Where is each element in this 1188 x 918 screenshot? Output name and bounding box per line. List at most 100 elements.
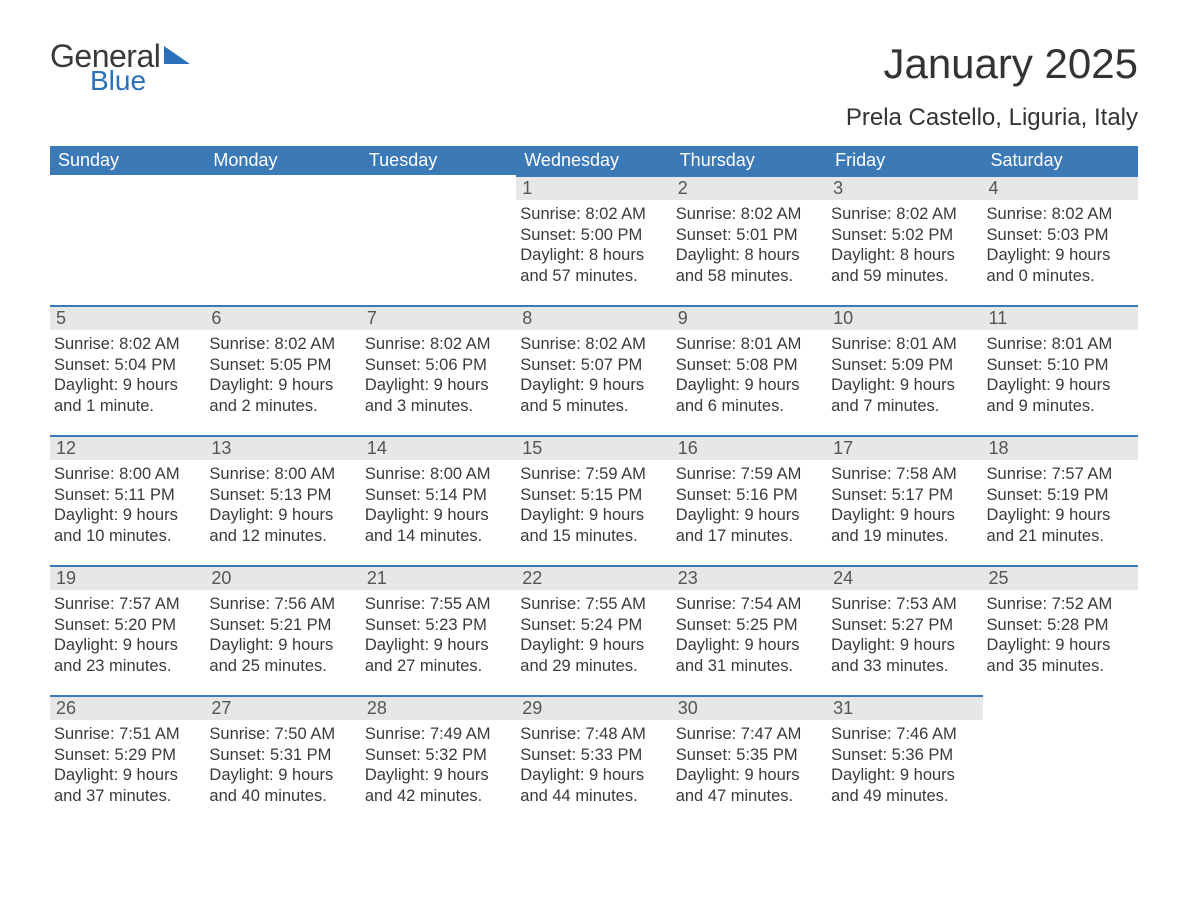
calendar-cell: 3Sunrise: 8:02 AMSunset: 5:02 PMDaylight… (827, 175, 982, 305)
day-body: Sunrise: 7:50 AMSunset: 5:31 PMDaylight:… (205, 720, 360, 807)
calendar-cell: 15Sunrise: 7:59 AMSunset: 5:15 PMDayligh… (516, 435, 671, 565)
day-cell: 12Sunrise: 8:00 AMSunset: 5:11 PMDayligh… (50, 435, 205, 549)
calendar-cell: 14Sunrise: 8:00 AMSunset: 5:14 PMDayligh… (361, 435, 516, 565)
day-body: Sunrise: 8:00 AMSunset: 5:14 PMDaylight:… (361, 460, 516, 547)
day-number: 31 (827, 695, 982, 720)
sunset-line: Sunset: 5:20 PM (54, 615, 201, 636)
day-number: 1 (516, 175, 671, 200)
sunset-line: Sunset: 5:24 PM (520, 615, 667, 636)
daylight-line: Daylight: 9 hours and 6 minutes. (676, 375, 823, 416)
weekday-header: Monday (205, 146, 360, 175)
day-cell: 11Sunrise: 8:01 AMSunset: 5:10 PMDayligh… (983, 305, 1138, 419)
day-number: 22 (516, 565, 671, 590)
daylight-line: Daylight: 9 hours and 40 minutes. (209, 765, 356, 806)
page-subtitle: Prela Castello, Liguria, Italy (846, 104, 1138, 132)
title-block: January 2025 Prela Castello, Liguria, It… (846, 40, 1138, 132)
sunrise-line: Sunrise: 7:50 AM (209, 724, 356, 745)
sunrise-line: Sunrise: 7:59 AM (520, 464, 667, 485)
sunset-line: Sunset: 5:04 PM (54, 355, 201, 376)
calendar-table: SundayMondayTuesdayWednesdayThursdayFrid… (50, 146, 1138, 825)
sunrise-line: Sunrise: 8:00 AM (209, 464, 356, 485)
day-number: 15 (516, 435, 671, 460)
day-cell: 23Sunrise: 7:54 AMSunset: 5:25 PMDayligh… (672, 565, 827, 679)
sunrise-line: Sunrise: 8:00 AM (365, 464, 512, 485)
sunset-line: Sunset: 5:33 PM (520, 745, 667, 766)
sunset-line: Sunset: 5:19 PM (987, 485, 1134, 506)
calendar-cell: 1 Sunrise: 8:02 AMSunset: 5:00 PMDaylight… (516, 175, 671, 305)
day-cell: 6Sunrise: 8:02 AMSunset: 5:05 PMDaylight… (205, 305, 360, 419)
daylight-line: Daylight: 9 hours and 2 minutes. (209, 375, 356, 416)
page-title: January 2025 (846, 40, 1138, 88)
daylight-line: Daylight: 9 hours and 42 minutes. (365, 765, 512, 806)
calendar-cell: 21Sunrise: 7:55 AMSunset: 5:23 PMDayligh… (361, 565, 516, 695)
day-body: Sunrise: 7:59 AMSunset: 5:16 PMDaylight:… (672, 460, 827, 547)
sunset-line: Sunset: 5:13 PM (209, 485, 356, 506)
day-body: Sunrise: 7:58 AMSunset: 5:17 PMDaylight:… (827, 460, 982, 547)
day-body: Sunrise: 7:57 AMSunset: 5:20 PMDaylight:… (50, 590, 205, 677)
sunset-line: Sunset: 5:01 PM (676, 225, 823, 246)
sunset-line: Sunset: 5:02 PM (831, 225, 978, 246)
sunrise-line: Sunrise: 8:02 AM (676, 204, 823, 225)
day-cell: 7Sunrise: 8:02 AMSunset: 5:06 PMDaylight… (361, 305, 516, 419)
sunrise-line: Sunrise: 7:57 AM (54, 594, 201, 615)
calendar-row: 19Sunrise: 7:57 AMSunset: 5:20 PMDayligh… (50, 565, 1138, 695)
calendar-row: 26Sunrise: 7:51 AMSunset: 5:29 PMDayligh… (50, 695, 1138, 825)
day-number: 18 (983, 435, 1138, 460)
sunrise-line: Sunrise: 7:57 AM (987, 464, 1134, 485)
sunrise-line: Sunrise: 7:58 AM (831, 464, 978, 485)
day-body: Sunrise: 8:00 AMSunset: 5:11 PMDaylight:… (50, 460, 205, 547)
day-body: Sunrise: 8:00 AMSunset: 5:13 PMDaylight:… (205, 460, 360, 547)
sunrise-line: Sunrise: 8:02 AM (520, 204, 667, 225)
day-number: 26 (50, 695, 205, 720)
calendar-cell (205, 175, 360, 305)
calendar-cell (983, 695, 1138, 825)
calendar-cell (361, 175, 516, 305)
sunrise-line: Sunrise: 7:48 AM (520, 724, 667, 745)
daylight-line: Daylight: 9 hours and 3 minutes. (365, 375, 512, 416)
calendar-header: SundayMondayTuesdayWednesdayThursdayFrid… (50, 146, 1138, 175)
day-cell: 14Sunrise: 8:00 AMSunset: 5:14 PMDayligh… (361, 435, 516, 549)
sunrise-line: Sunrise: 8:02 AM (209, 334, 356, 355)
calendar-body: 1Sunrise: 8:02 AMSunset: 5:00 PMDaylight… (50, 175, 1138, 825)
day-number: 24 (827, 565, 982, 590)
day-number: 6 (205, 305, 360, 330)
day-body: Sunrise: 7:47 AMSunset: 5:35 PMDaylight:… (672, 720, 827, 807)
sunset-line: Sunset: 5:32 PM (365, 745, 512, 766)
day-cell: 24Sunrise: 7:53 AMSunset: 5:27 PMDayligh… (827, 565, 982, 679)
day-number: 9 (672, 305, 827, 330)
daylight-line: Daylight: 9 hours and 27 minutes. (365, 635, 512, 676)
day-body: Sunrise: 7:53 AMSunset: 5:27 PMDaylight:… (827, 590, 982, 677)
header: General Blue January 2025 Prela Castello… (50, 40, 1138, 132)
sunrise-line: Sunrise: 7:52 AM (987, 594, 1134, 615)
daylight-line: Daylight: 8 hours and 57 minutes. (520, 245, 667, 286)
sunset-line: Sunset: 5:27 PM (831, 615, 978, 636)
day-cell: 9Sunrise: 8:01 AMSunset: 5:08 PMDaylight… (672, 305, 827, 419)
day-cell: 25Sunrise: 7:52 AMSunset: 5:28 PMDayligh… (983, 565, 1138, 679)
calendar-cell: 13Sunrise: 8:00 AMSunset: 5:13 PMDayligh… (205, 435, 360, 565)
day-number: 25 (983, 565, 1138, 590)
sunrise-line: Sunrise: 7:53 AM (831, 594, 978, 615)
day-cell: 18Sunrise: 7:57 AMSunset: 5:19 PMDayligh… (983, 435, 1138, 549)
sunset-line: Sunset: 5:21 PM (209, 615, 356, 636)
sunset-line: Sunset: 5:35 PM (676, 745, 823, 766)
sunset-line: Sunset: 5:15 PM (520, 485, 667, 506)
sunset-line: Sunset: 5:00 PM (520, 225, 667, 246)
day-body: Sunrise: 8:02 AMSunset: 5:01 PMDaylight:… (672, 200, 827, 287)
sunrise-line: Sunrise: 8:00 AM (54, 464, 201, 485)
calendar-cell: 8Sunrise: 8:02 AMSunset: 5:07 PMDaylight… (516, 305, 671, 435)
sunrise-line: Sunrise: 7:46 AM (831, 724, 978, 745)
day-number: 13 (205, 435, 360, 460)
day-cell: 5Sunrise: 8:02 AMSunset: 5:04 PMDaylight… (50, 305, 205, 419)
sunrise-line: Sunrise: 8:01 AM (676, 334, 823, 355)
calendar-cell: 30Sunrise: 7:47 AMSunset: 5:35 PMDayligh… (672, 695, 827, 825)
day-cell: 30Sunrise: 7:47 AMSunset: 5:35 PMDayligh… (672, 695, 827, 809)
calendar-cell: 18Sunrise: 7:57 AMSunset: 5:19 PMDayligh… (983, 435, 1138, 565)
daylight-line: Daylight: 9 hours and 37 minutes. (54, 765, 201, 806)
daylight-line: Daylight: 9 hours and 17 minutes. (676, 505, 823, 546)
sunset-line: Sunset: 5:09 PM (831, 355, 978, 376)
logo-line2: Blue (90, 68, 146, 93)
daylight-line: Daylight: 9 hours and 12 minutes. (209, 505, 356, 546)
calendar-cell: 27Sunrise: 7:50 AMSunset: 5:31 PMDayligh… (205, 695, 360, 825)
day-body: Sunrise: 8:02 AMSunset: 5:03 PMDaylight:… (983, 200, 1138, 287)
sunrise-line: Sunrise: 7:56 AM (209, 594, 356, 615)
